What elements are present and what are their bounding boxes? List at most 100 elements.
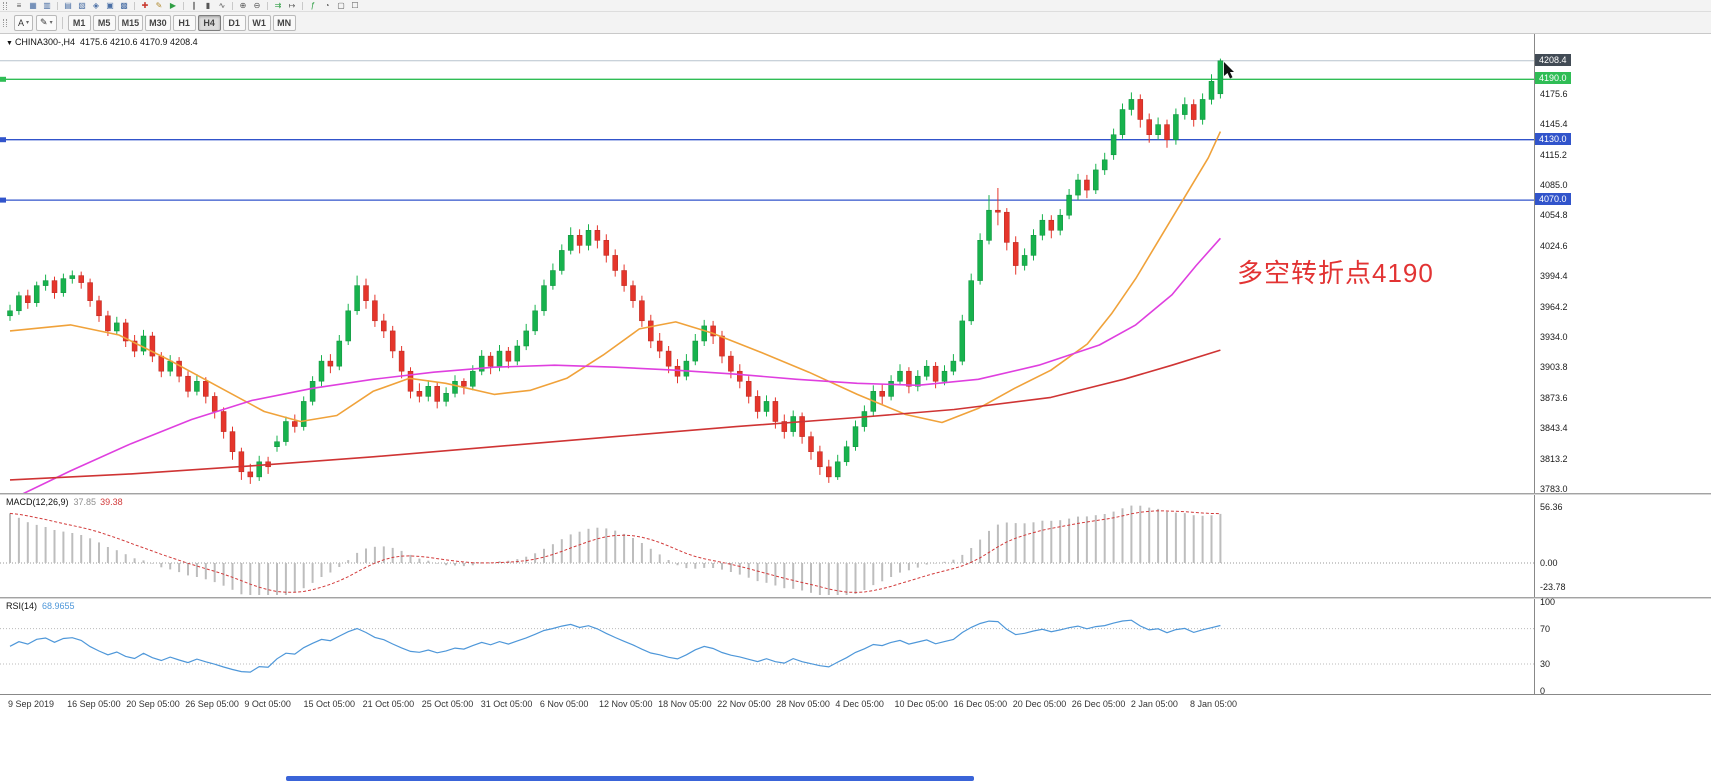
periods-icon[interactable]: ◔ — [324, 0, 330, 10]
terminal-icon[interactable]: ▣ — [106, 0, 114, 10]
draw-objects-tool[interactable]: ✎ ▾ — [36, 14, 57, 31]
timeframe-button-d1[interactable]: D1 — [222, 14, 246, 31]
symbol-dropdown-icon[interactable]: ▼ — [6, 40, 13, 47]
price-tick: 4175.6 — [1540, 88, 1568, 99]
time-axis[interactable]: 9 Sep 2019 16 Sep 05:00 20 Sep 05:00 26 Sep… — [0, 694, 1711, 716]
rsi-tick: 30 — [1540, 658, 1551, 669]
timeframe-button-w1[interactable]: W1 — [247, 14, 271, 31]
time-label: 8 Jan 05:00 — [1190, 699, 1238, 709]
time-label: 15 Oct 05:00 — [303, 699, 356, 709]
rsi-axis[interactable]: 100 70 30 0 — [1534, 597, 1711, 696]
panel-splitter-2[interactable] — [0, 597, 1711, 599]
auto-scroll-icon[interactable]: ⇉ — [274, 0, 282, 10]
macd-label: MACD(12,26,9) 37.85 39.38 — [6, 497, 123, 507]
text-tool[interactable]: A ▾ — [14, 14, 34, 31]
price-tick: 4024.6 — [1540, 240, 1568, 251]
timeframe-button-m30[interactable]: M30 — [145, 14, 171, 31]
price-tick: 4085.0 — [1540, 179, 1568, 190]
price-tick: 3813.2 — [1540, 453, 1568, 464]
timeframe-button-m5[interactable]: M5 — [92, 14, 116, 31]
chart-shift-icon[interactable]: ↦ — [288, 0, 296, 10]
rsi-tick: 0 — [1540, 685, 1546, 696]
price-box-level-4130: 4130.0 — [1535, 132, 1571, 145]
dropdown-caret-icon[interactable]: ▾ — [26, 20, 30, 26]
toolbar-periods: A ▾ ✎ ▾ M1 M5 M15 M30 H1 H4 D1 W1 MN — [0, 12, 1711, 34]
bar-chart-icon[interactable]: ∥ — [192, 0, 196, 10]
new-order-icon[interactable]: ✚ — [141, 0, 149, 10]
time-label: 16 Dec 05:00 — [953, 699, 1008, 709]
macd-tick: 0.00 — [1540, 558, 1558, 568]
autotrading-icon[interactable]: ▶ — [169, 0, 177, 10]
line-studies-group: A ▾ ✎ ▾ — [14, 14, 57, 31]
macd-name: MACD(12,26,9) — [6, 497, 69, 507]
toolbar-separator — [267, 1, 268, 10]
rsi-label: RSI(14) 68.9655 — [6, 601, 75, 611]
rsi-tick: 100 — [1540, 597, 1556, 607]
time-label: 26 Dec 05:00 — [1071, 699, 1126, 709]
time-label: 9 Sep 2019 — [8, 699, 55, 709]
time-label: 31 Oct 05:00 — [480, 699, 533, 709]
time-label: 25 Oct 05:00 — [421, 699, 474, 709]
price-tick: 3783.0 — [1540, 483, 1568, 494]
strategy-tester-icon[interactable]: ▩ — [120, 0, 128, 10]
zoom-out-icon[interactable]: ⊖ — [253, 0, 261, 10]
macd-axis[interactable]: 56.36 0.00 -23.78 — [1534, 495, 1711, 597]
toolbar-separator — [134, 1, 135, 10]
line-chart-icon[interactable]: ∿ — [218, 0, 226, 10]
timeframe-button-m15[interactable]: M15 — [117, 14, 144, 31]
price-tick: 3994.4 — [1540, 271, 1568, 282]
data-window-icon[interactable]: ▧ — [78, 0, 86, 10]
indicators-icon[interactable]: ƒ — [310, 0, 316, 10]
time-label: 18 Nov 05:00 — [658, 699, 712, 709]
fullscreen-icon[interactable]: ☐ — [351, 0, 359, 10]
time-label: 9 Oct 05:00 — [244, 699, 291, 709]
toolbar-separator — [61, 16, 63, 29]
macd-signal-value: 39.38 — [100, 497, 123, 507]
metaeditor-icon[interactable]: ✎ — [155, 0, 163, 10]
taskbar-strip — [286, 776, 974, 781]
timeframe-button-mn[interactable]: MN — [272, 14, 296, 31]
toolbar-separator — [232, 1, 233, 10]
zoom-in-icon[interactable]: ⊕ — [239, 0, 247, 10]
timeframe-button-m1[interactable]: M1 — [67, 14, 91, 31]
time-label: 20 Sep 05:00 — [126, 699, 180, 709]
price-tick: 3843.4 — [1540, 423, 1568, 434]
time-label: 6 Nov 05:00 — [539, 699, 589, 709]
dropdown-caret-icon[interactable]: ▾ — [49, 20, 53, 26]
chart-profiles-icon[interactable]: ▥ — [43, 0, 51, 10]
ohlc-readout: 4175.6 4210.6 4170.9 4208.4 — [79, 37, 198, 47]
toolbar-grip[interactable] — [3, 1, 7, 10]
timeframe-button-h1[interactable]: H1 — [172, 14, 196, 31]
rsi-canvas[interactable] — [0, 599, 1534, 694]
price-axis[interactable]: 4175.6 4145.4 4115.2 4085.0 4054.8 4024.6 3994… — [1534, 34, 1711, 494]
macd-tick: -23.78 — [1540, 581, 1566, 592]
menu-icon[interactable]: ≡ — [16, 0, 22, 10]
rsi-value: 68.9655 — [42, 601, 75, 611]
time-label: 26 Sep 05:00 — [185, 699, 239, 709]
draw-objects-tool-icon: ✎ — [40, 17, 48, 27]
price-tick: 3964.2 — [1540, 301, 1568, 312]
rsi-tick: 70 — [1540, 623, 1551, 634]
price-box-level-4070: 4070.0 — [1535, 193, 1571, 206]
candlestick-chart-icon[interactable]: ▮ — [205, 0, 211, 10]
navigator-icon[interactable]: ◈ — [92, 0, 100, 10]
timeframe-group: M1 M5 M15 M30 H1 H4 D1 W1 MN — [67, 14, 296, 31]
timeframe-button-h4[interactable]: H4 — [197, 14, 221, 31]
toolbar-standard: ≡ ▦ ▥ ▤ ▧ ◈ ▣ ▩ ✚ ✎ ▶ ∥ ▮ ∿ ⊕ ⊖ ⇉ ↦ ƒ ◔ ▢ ☐ — [0, 0, 1711, 12]
templates-icon[interactable]: ▢ — [337, 0, 345, 10]
toolbar-grip-2[interactable] — [3, 18, 7, 27]
time-label: 28 Nov 05:00 — [776, 699, 830, 709]
rsi-name: RSI(14) — [6, 601, 38, 611]
text-tool-icon: A — [18, 17, 25, 28]
main-chart-canvas[interactable] — [0, 34, 1534, 493]
mouse-cursor — [1224, 62, 1234, 79]
macd-canvas[interactable] — [0, 495, 1534, 597]
new-chart-icon[interactable]: ▦ — [29, 0, 37, 10]
chart-annotation-text[interactable]: 多空转折点4190 — [1237, 258, 1434, 288]
toolbar-separator — [183, 1, 184, 10]
symbol-period-label: CHINA300-,H4 — [14, 37, 75, 47]
price-tick: 4115.2 — [1540, 149, 1567, 160]
price-tick: 4054.8 — [1540, 210, 1568, 221]
panel-splitter[interactable] — [0, 493, 1711, 495]
market-watch-icon[interactable]: ▤ — [64, 0, 72, 10]
